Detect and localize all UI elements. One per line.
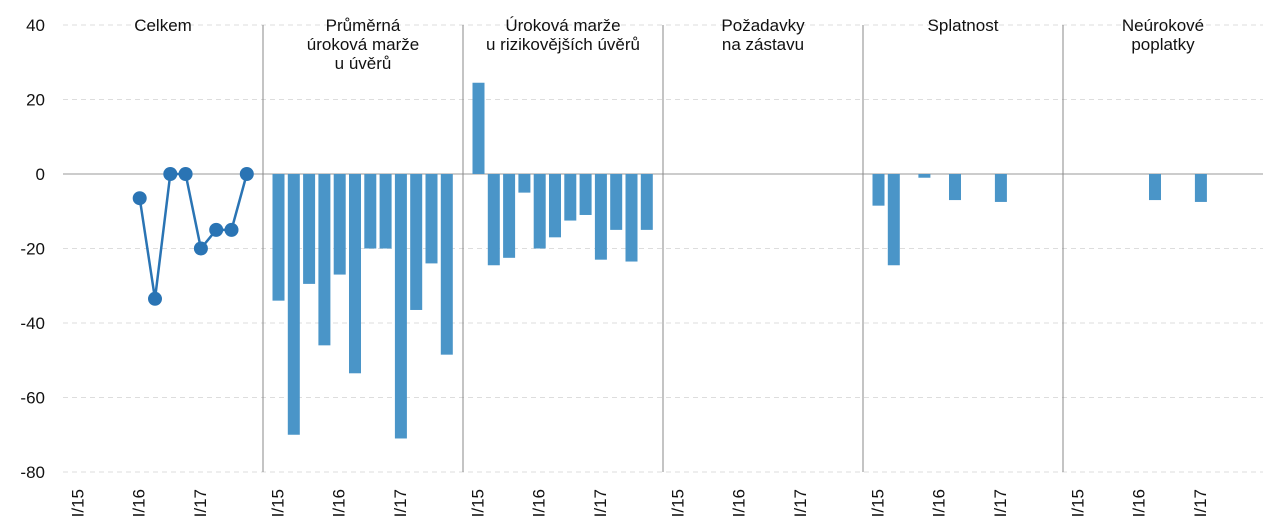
bar [610,174,623,230]
y-tick-label: -80 [20,463,45,482]
y-tick-label: -20 [20,240,45,259]
bar [549,174,561,238]
bar [287,174,300,435]
panel-title: Neúrokové [1122,16,1204,35]
x-tick-label: I/15 [269,489,288,517]
bar [487,174,500,266]
point [209,222,224,237]
y-tick-label: 40 [26,16,45,35]
x-tick-label: I/17 [791,489,810,517]
x-tick-label: I/17 [391,489,410,517]
point [148,291,162,306]
bar [349,174,361,374]
x-tick-label: I/15 [69,489,88,517]
y-tick-label: 0 [36,165,45,184]
bar [410,174,423,310]
panel-title: Průměrná [326,16,401,35]
x-tick-label: I/15 [669,489,688,517]
panel-title: u úvěrů [335,54,392,73]
x-tick-label: I/17 [991,489,1010,517]
bar [394,174,407,439]
bar [364,174,377,249]
panel-title: poplatky [1131,35,1195,54]
bar [318,174,331,346]
y-tick-label: 20 [26,91,45,110]
panel-title: Celkem [134,16,192,35]
panel-title: u rizikovějších úvěrů [486,35,640,54]
x-tick-label: I/17 [191,489,210,517]
bar [640,174,653,230]
bar [564,174,577,221]
bar [872,174,885,206]
bar [518,174,531,193]
point [132,191,147,206]
x-tick-label: I/15 [869,489,888,517]
bar [625,174,638,262]
bar [503,174,516,258]
panel-title: Splatnost [928,16,999,35]
bar [472,82,485,174]
panel-title: úroková marže [307,35,419,54]
x-tick-label: I/16 [1130,489,1149,517]
bar [333,174,346,275]
bar [440,174,453,355]
bar [887,174,900,266]
point [193,241,208,256]
y-tick-label: -60 [20,389,45,408]
x-tick-label: I/17 [1191,489,1210,517]
x-tick-label: I/15 [1069,489,1088,517]
x-tick-label: I/16 [530,489,549,517]
panel-title: Požadavky [721,16,805,35]
bar [918,174,931,178]
panel-title: na zástavu [722,35,804,54]
point [239,167,254,181]
point [178,167,193,181]
point [224,222,239,237]
bar [303,174,316,284]
bar [1194,174,1207,202]
x-tick-label: I/17 [591,489,610,517]
point [163,167,178,181]
x-tick-label: I/16 [130,489,149,517]
x-tick-label: I/16 [930,489,949,517]
bar [579,174,592,215]
x-tick-label: I/16 [730,489,749,517]
x-tick-label: I/15 [469,489,488,517]
bar [425,174,438,264]
y-tick-label: -40 [20,314,45,333]
bar [272,174,285,301]
bar [949,174,961,201]
bar [594,174,607,260]
panel-title: Úroková marže [505,16,620,35]
bar [1149,174,1161,201]
x-tick-label: I/16 [330,489,349,517]
bar [533,174,546,249]
bar [994,174,1007,202]
bar [379,174,392,249]
